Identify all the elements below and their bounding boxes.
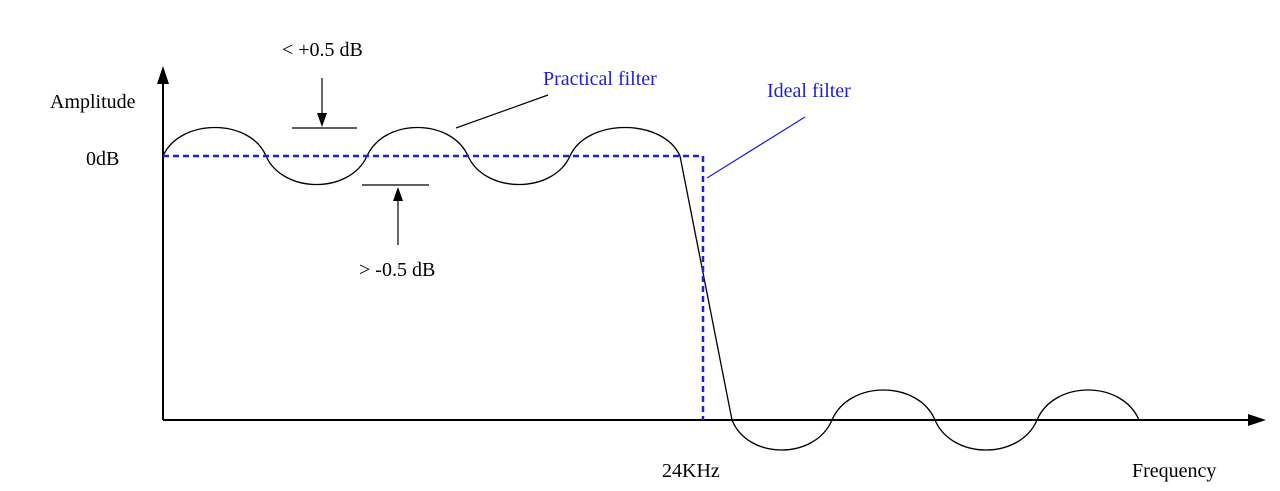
y-axis-arrow-icon — [157, 66, 169, 84]
y-axis-label: Amplitude — [50, 91, 136, 113]
lower-ripple-arrow-icon — [393, 187, 403, 201]
upper-ripple-label: < +0.5 dB — [282, 39, 363, 61]
lower-ripple-label: > -0.5 dB — [359, 259, 435, 281]
cutoff-frequency-label: 24KHz — [662, 460, 720, 482]
practical-filter-label: Practical filter — [543, 68, 657, 90]
practical-filter-passband-curve — [162, 127, 681, 185]
x-axis-label: Frequency — [1132, 460, 1216, 482]
practical-filter-leader — [455, 94, 549, 129]
ideal-filter-leader — [706, 116, 806, 179]
zero-db-label: 0dB — [86, 148, 119, 170]
ideal-filter-label: Ideal filter — [767, 80, 851, 102]
x-axis-arrow-icon — [1248, 414, 1266, 426]
practical-filter-transition — [679, 155, 733, 421]
upper-ripple-arrow-icon — [317, 113, 327, 127]
practical-filter-stopband-curve — [731, 389, 1140, 451]
ideal-filter-line — [163, 154, 705, 420]
